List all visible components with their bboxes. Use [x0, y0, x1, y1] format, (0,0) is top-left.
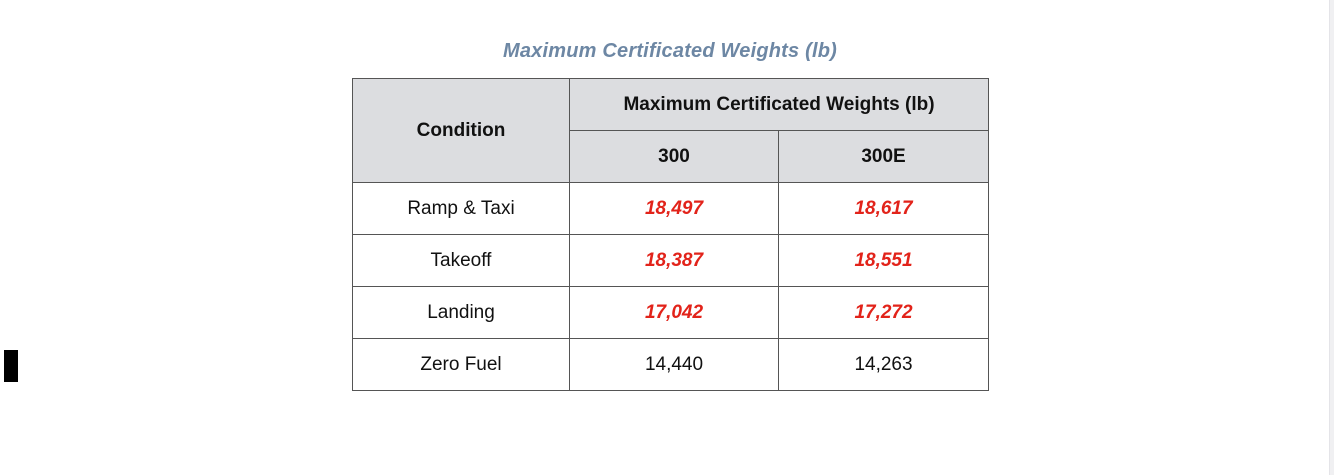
row-condition: Landing — [352, 286, 570, 339]
row-condition: Zero Fuel — [352, 338, 570, 391]
header-300: 300 — [569, 130, 779, 183]
row-value-300: 18,387 — [569, 234, 779, 287]
table-row: Zero Fuel 14,440 14,263 — [352, 338, 989, 391]
row-value-300: 18,497 — [569, 182, 779, 235]
header-row-1: Condition Maximum Certificated Weights (… — [352, 78, 989, 183]
header-condition: Condition — [352, 78, 570, 183]
header-300e: 300E — [778, 130, 989, 183]
table-row: Ramp & Taxi 18,497 18,617 — [352, 182, 989, 235]
row-condition: Takeoff — [352, 234, 570, 287]
row-value-300e: 18,551 — [778, 234, 989, 287]
row-value-300e: 14,263 — [778, 338, 989, 391]
row-value-300: 17,042 — [569, 286, 779, 339]
header-group: Maximum Certificated Weights (lb) — [569, 78, 989, 131]
page-edge-scrollbar[interactable] — [1329, 0, 1334, 475]
table-title: Maximum Certificated Weights (lb) — [502, 40, 838, 62]
table-row: Landing 17,042 17,272 — [352, 286, 989, 339]
row-value-300e: 17,272 — [778, 286, 989, 339]
row-condition: Ramp & Taxi — [352, 182, 570, 235]
header-row-2: 300 300E — [353, 130, 989, 183]
row-value-300e: 18,617 — [778, 182, 989, 235]
text-cursor-marker — [4, 350, 18, 382]
row-value-300: 14,440 — [569, 338, 779, 391]
weights-table: Condition Maximum Certificated Weights (… — [352, 78, 989, 391]
table-row: Takeoff 18,387 18,551 — [352, 234, 989, 287]
